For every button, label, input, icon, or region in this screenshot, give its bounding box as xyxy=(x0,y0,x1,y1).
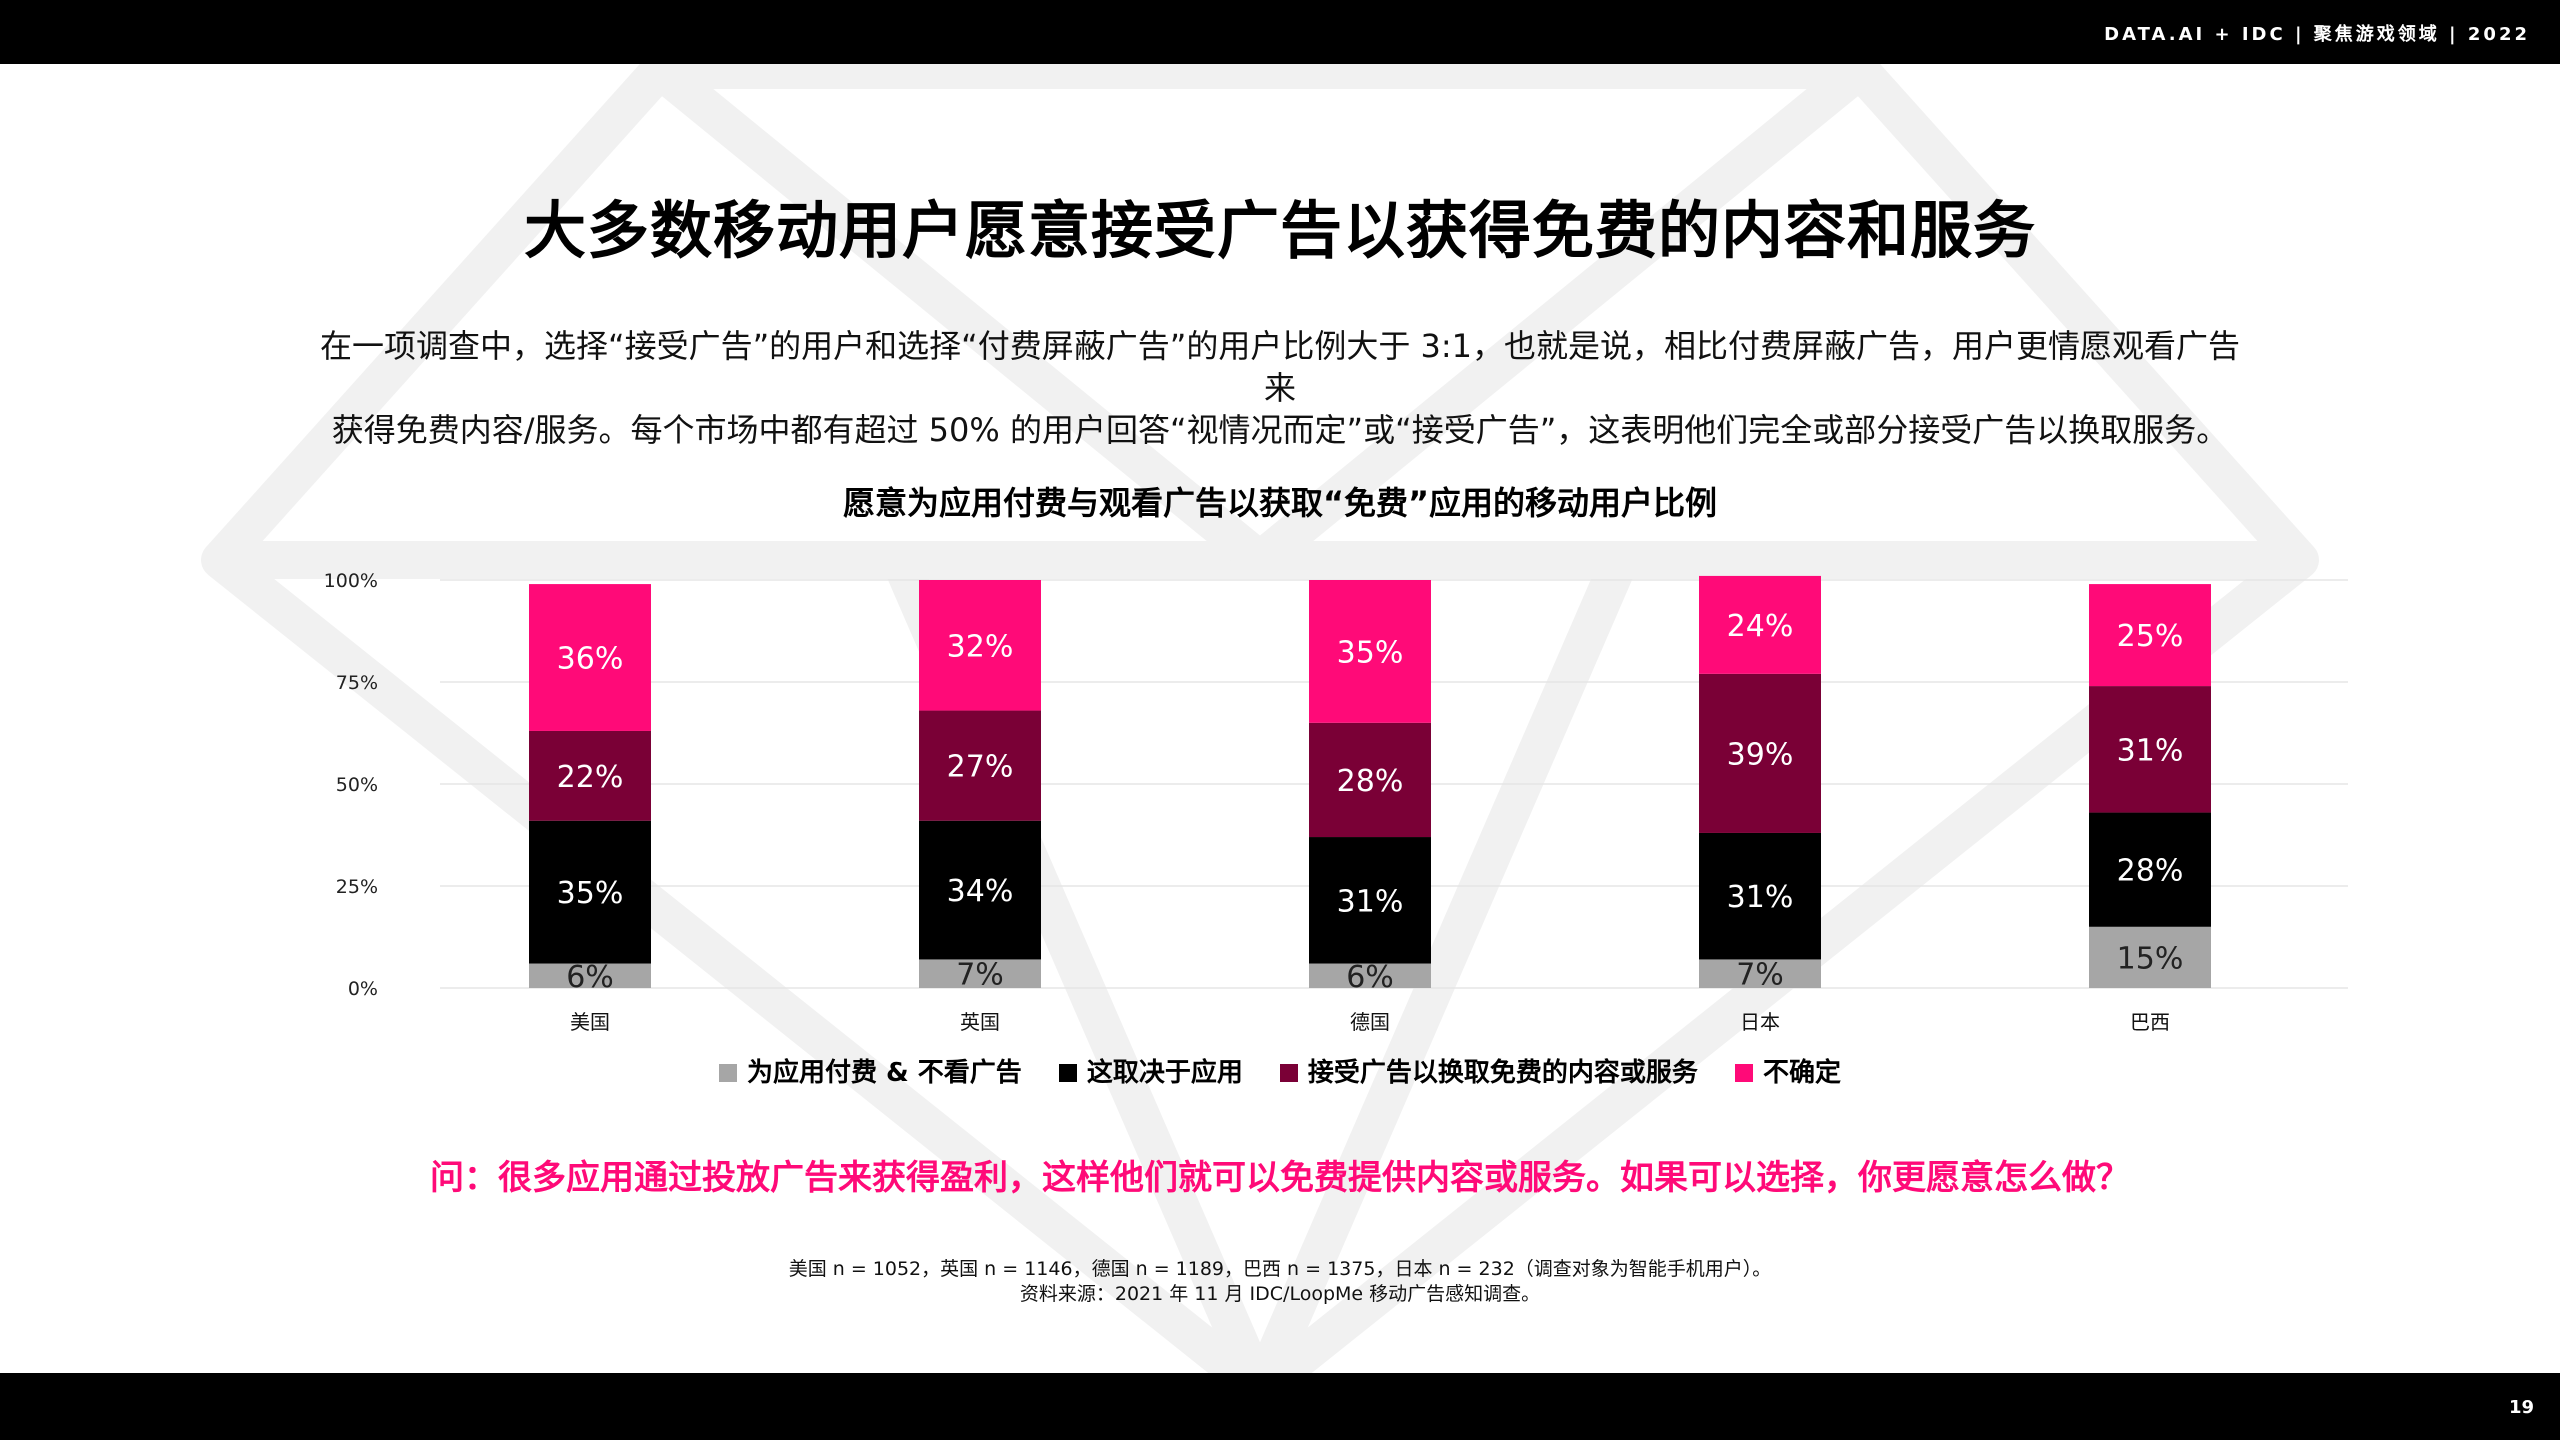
bar-segment xyxy=(2089,584,2211,687)
data-label: 15% xyxy=(2117,941,2184,976)
data-label: 28% xyxy=(2117,854,2184,889)
data-label: 28% xyxy=(1337,764,1404,799)
subtitle-line-1: 在一项调查中，选择“接受广告”的用户和选择“付费屏蔽广告”的用户比例大于 3:1… xyxy=(320,327,2240,407)
bar-segment xyxy=(1699,673,1821,833)
chart-title: 愿意为应用付费与观看广告以获取“免费”应用的移动用户比例 xyxy=(842,484,1718,522)
survey-question: 问：很多应用通过投放广告来获得盈利，这样他们就可以免费提供内容或服务。如果可以选… xyxy=(430,1158,2130,1198)
page-title: 大多数移动用户愿意接受广告以获得免费的内容和服务 xyxy=(523,194,2036,267)
data-label: 25% xyxy=(2117,619,2184,654)
data-label: 6% xyxy=(1346,960,1394,995)
y-tick-label: 0% xyxy=(348,978,378,1000)
x-category-label: 英国 xyxy=(960,1010,1000,1034)
data-label: 7% xyxy=(956,958,1004,993)
bar-segment xyxy=(919,580,1041,711)
data-label: 32% xyxy=(947,629,1014,664)
legend-swatch-unsure xyxy=(1734,1064,1753,1082)
header-brand: DATA.AI + IDC | 聚焦游戏领域 | 2022 xyxy=(2104,24,2530,45)
bar-segment xyxy=(529,730,651,821)
x-category-label: 美国 xyxy=(570,1010,610,1034)
bar-segment xyxy=(529,584,651,731)
bar-segment xyxy=(919,820,1041,960)
data-label: 31% xyxy=(2117,733,2184,768)
legend-label-depends: 这取决于应用 xyxy=(1086,1058,1243,1088)
data-label: 31% xyxy=(1337,884,1404,919)
legend-label-unsure: 不确定 xyxy=(1762,1058,1841,1088)
legend-item-pay: 为应用付费 & 不看广告 xyxy=(718,1052,1022,1089)
bar-segment xyxy=(2089,926,2211,988)
data-label: 6% xyxy=(566,960,614,995)
data-label: 24% xyxy=(1727,609,1794,644)
legend-label-accept-ads: 接受广告以换取免费的内容或服务 xyxy=(1307,1058,1698,1088)
data-label: 36% xyxy=(557,642,624,677)
x-category-label: 巴西 xyxy=(2130,1010,2170,1034)
legend-swatch-pay xyxy=(718,1064,737,1082)
data-label: 35% xyxy=(557,876,624,911)
legend-item-accept-ads: 接受广告以换取免费的内容或服务 xyxy=(1279,1052,1698,1089)
page-number: 19 xyxy=(2508,1397,2534,1418)
y-tick-label: 25% xyxy=(336,876,378,898)
bar-segment xyxy=(1699,832,1821,960)
sample-size-note: 美国 n = 1052，英国 n = 1146，德国 n = 1189，巴西 n… xyxy=(788,1258,1772,1280)
bar-segment xyxy=(1699,959,1821,988)
data-label: 31% xyxy=(1727,880,1794,915)
bottom-bar: 19 xyxy=(0,1373,2560,1440)
legend-label-pay: 为应用付费 & 不看广告 xyxy=(746,1058,1022,1088)
legend-item-unsure: 不确定 xyxy=(1734,1052,1841,1089)
bar-segment xyxy=(1309,963,1431,988)
data-label: 34% xyxy=(947,874,1014,909)
legend-swatch-accept-ads xyxy=(1279,1064,1298,1082)
bar-segment xyxy=(2089,686,2211,813)
top-bar: DATA.AI + IDC | 聚焦游戏领域 | 2022 xyxy=(0,0,2560,64)
y-tick-label: 100% xyxy=(324,570,378,592)
bar-segment xyxy=(529,820,651,964)
data-label: 27% xyxy=(947,750,1014,785)
bar-segment xyxy=(1309,722,1431,838)
bar-segment xyxy=(1309,837,1431,964)
legend-item-depends: 这取决于应用 xyxy=(1058,1052,1243,1089)
data-label: 22% xyxy=(557,760,624,795)
source-note: 资料来源：2021 年 11 月 IDC/LoopMe 移动广告感知调查。 xyxy=(1019,1283,1541,1305)
subtitle-line-2: 获得免费内容/服务。每个市场中都有超过 50% 的用户回答“视情况而定”或“接受… xyxy=(331,411,2229,449)
bar-segment xyxy=(919,710,1041,821)
bar-segment xyxy=(1309,580,1431,723)
data-label: 39% xyxy=(1727,737,1794,772)
data-label: 35% xyxy=(1337,635,1404,670)
legend-swatch-depends xyxy=(1058,1064,1077,1082)
chart-legend: 为应用付费 & 不看广告 这取决于应用 接受广告以换取免费的内容或服务 不确定 xyxy=(0,1052,2560,1089)
x-category-label: 德国 xyxy=(1350,1010,1390,1034)
bar-segment xyxy=(529,963,651,988)
bar-segment xyxy=(919,959,1041,988)
y-tick-label: 50% xyxy=(336,774,378,796)
page-subtitle: 在一项调查中，选择“接受广告”的用户和选择“付费屏蔽广告”的用户比例大于 3:1… xyxy=(320,325,2240,451)
bar-segment xyxy=(1699,575,1821,674)
bar-segment xyxy=(2089,812,2211,927)
x-category-label: 日本 xyxy=(1740,1010,1780,1034)
y-tick-label: 75% xyxy=(336,672,378,694)
data-label: 7% xyxy=(1736,958,1784,993)
